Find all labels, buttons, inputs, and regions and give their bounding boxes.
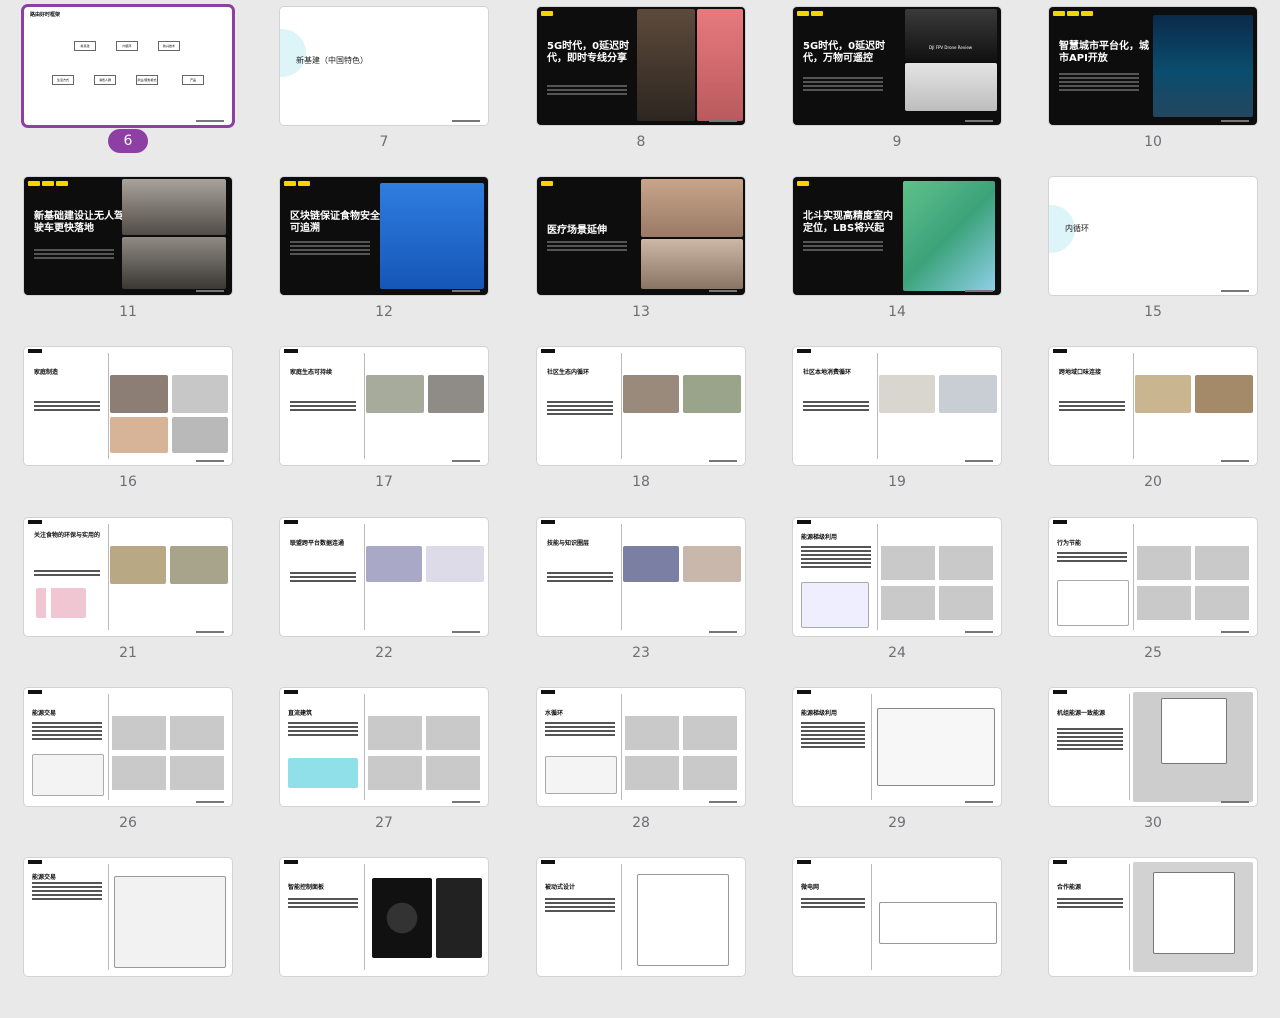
- slide-thumbnail-21[interactable]: 关注食物的环保与实用的 21: [24, 518, 232, 678]
- slide-thumbnail-6[interactable]: 路由好时框架 新基建 内循环 新兴技术 生活方式 消费人群 商业/服务模式 产品…: [24, 7, 232, 167]
- slide-title: 5G时代，0延迟时代，万物可遥控: [803, 41, 886, 64]
- slide-title: 行为节能: [1057, 540, 1082, 547]
- slide-thumbnail-28[interactable]: 水循环 28: [537, 688, 745, 848]
- slide-title: 技能与知识圈层: [547, 540, 590, 547]
- slide-number: 29: [888, 815, 906, 831]
- slide-thumbnail-20[interactable]: 跨地域口味连接 20: [1049, 347, 1257, 507]
- slide-number: 10: [1144, 134, 1162, 150]
- slide-title: 新基础建设让无人驾驶车更快落地: [34, 211, 124, 234]
- slide-title: 联盟跨平台数据连通: [290, 540, 345, 547]
- slide-title: 合作能源: [1057, 884, 1082, 891]
- slide-title: 能源梯级利用: [801, 710, 838, 717]
- slide-title: 能源交易: [32, 874, 57, 881]
- slide-title: 家庭生态可持续: [290, 369, 333, 376]
- slide-thumbnail-16[interactable]: 家庭制造 16: [24, 347, 232, 507]
- slide-thumbnail-23[interactable]: 技能与知识圈层 23: [537, 518, 745, 678]
- slide-thumbnail-27[interactable]: 直流建筑 27: [280, 688, 488, 848]
- video-caption: DJI FPV Drone Review: [929, 45, 973, 50]
- slide-thumbnail-22[interactable]: 联盟跨平台数据连通 22: [280, 518, 488, 678]
- slide-thumbnail-8[interactable]: 5G时代，0延迟时代，即时专线分享 8: [537, 7, 745, 167]
- slide-number: 14: [888, 304, 906, 320]
- slide-thumbnail-12[interactable]: 区块链保证食物安全可追溯 12: [280, 177, 488, 337]
- slide-title: 微电网: [801, 884, 820, 891]
- diagram-box: 内循环: [116, 41, 138, 51]
- slide-number: 11: [119, 304, 137, 320]
- slide-number: 9: [892, 134, 902, 150]
- slide-thumbnail-9[interactable]: 5G时代，0延迟时代，万物可遥控 DJI FPV Drone Review 9: [793, 7, 1001, 167]
- slide-thumbnail-30[interactable]: 机组能源一致能源 30: [1049, 688, 1257, 848]
- slide-thumbnail-19[interactable]: 社区本地消费循环 19: [793, 347, 1001, 507]
- diagram-box: 生活方式: [52, 75, 74, 85]
- slide-number: 24: [888, 645, 906, 661]
- slide-title: 关注食物的环保与实用的: [34, 532, 101, 539]
- slide-thumbnail-17[interactable]: 家庭生态可持续 17: [280, 347, 488, 507]
- slide-number: 22: [375, 645, 393, 661]
- slide-title: 社区生态内循环: [547, 369, 590, 376]
- slide-number: 12: [375, 304, 393, 320]
- slide-title: 家庭制造: [34, 369, 59, 376]
- slide-title: 路由好时框架: [30, 12, 61, 18]
- slide-number: 18: [632, 474, 650, 490]
- slide-thumbnail-13[interactable]: 医疗场景延伸 13: [537, 177, 745, 337]
- diagram-box: 产品: [182, 75, 204, 85]
- slide-number: 13: [632, 304, 650, 320]
- slide-title: 能源交易: [32, 710, 57, 717]
- slide-thumbnail-32[interactable]: 智能控制面板: [280, 858, 488, 1018]
- diagram-box: 商业/服务模式: [136, 75, 158, 85]
- diagram-box: 新兴技术: [158, 41, 180, 51]
- slide-thumbnail-26[interactable]: 能源交易 26: [24, 688, 232, 848]
- slide-thumbnail-11[interactable]: 新基础建设让无人驾驶车更快落地 11: [24, 177, 232, 337]
- slide-number: 25: [1144, 645, 1162, 661]
- slide-thumbnail-10[interactable]: 智慧城市平台化，城市API开放 10: [1049, 7, 1257, 167]
- slide-number: 21: [119, 645, 137, 661]
- slide-title: 能源梯级利用: [801, 534, 838, 541]
- slide-thumbnail-31[interactable]: 能源交易: [24, 858, 232, 1018]
- slide-number: 8: [636, 134, 646, 150]
- slide-number: 30: [1144, 815, 1162, 831]
- slide-title: 新基建（中国特色）: [296, 56, 368, 65]
- slide-number: 27: [375, 815, 393, 831]
- slide-number: 19: [888, 474, 906, 490]
- slide-number: 28: [632, 815, 650, 831]
- slide-thumbnail-29[interactable]: 能源梯级利用 29: [793, 688, 1001, 848]
- slide-number: 6: [108, 129, 148, 153]
- slide-title: 区块链保证食物安全可追溯: [290, 211, 380, 234]
- slide-number: 17: [375, 474, 393, 490]
- slide-number: 23: [632, 645, 650, 661]
- slide-title: 内循环: [1065, 224, 1089, 233]
- slide-number: 7: [379, 134, 389, 150]
- slide-thumbnail-15[interactable]: 内循环 15: [1049, 177, 1257, 337]
- slide-thumbnail-18[interactable]: 社区生态内循环 18: [537, 347, 745, 507]
- slide-title: 社区本地消费循环: [803, 369, 852, 376]
- slide-number: 16: [119, 474, 137, 490]
- slide-thumbnail-33[interactable]: 被动式设计: [537, 858, 745, 1018]
- slide-thumbnail-14[interactable]: 北斗实现高精度室内定位，LBS将兴起 14: [793, 177, 1001, 337]
- slide-thumbnail-35[interactable]: 合作能源: [1049, 858, 1257, 1018]
- slide-title: 北斗实现高精度室内定位，LBS将兴起: [803, 211, 893, 234]
- slide-title: 智能控制面板: [288, 884, 325, 891]
- slide-number: 15: [1144, 304, 1162, 320]
- slide-thumbnail-24[interactable]: 能源梯级利用 24: [793, 518, 1001, 678]
- diagram-box: 消费人群: [94, 75, 116, 85]
- slide-title: 水循环: [545, 710, 564, 717]
- slide-title: 5G时代，0延迟时代，即时专线分享: [547, 41, 630, 64]
- slide-thumbnail-25[interactable]: 行为节能 25: [1049, 518, 1257, 678]
- slide-number: 20: [1144, 474, 1162, 490]
- slide-title: 医疗场景延伸: [547, 225, 607, 236]
- slide-title: 直流建筑: [288, 710, 313, 717]
- slide-thumbnail-34[interactable]: 微电网: [793, 858, 1001, 1018]
- slide-title: 智慧城市平台化，城市API开放: [1059, 41, 1149, 64]
- slide-number: 26: [119, 815, 137, 831]
- diagram-box: 新基建: [74, 41, 96, 51]
- slide-title: 机组能源一致能源: [1057, 710, 1106, 717]
- slide-title: 跨地域口味连接: [1059, 369, 1102, 376]
- slide-title: 被动式设计: [545, 884, 576, 891]
- slide-thumbnail-7[interactable]: 新基建（中国特色） 7: [280, 7, 488, 167]
